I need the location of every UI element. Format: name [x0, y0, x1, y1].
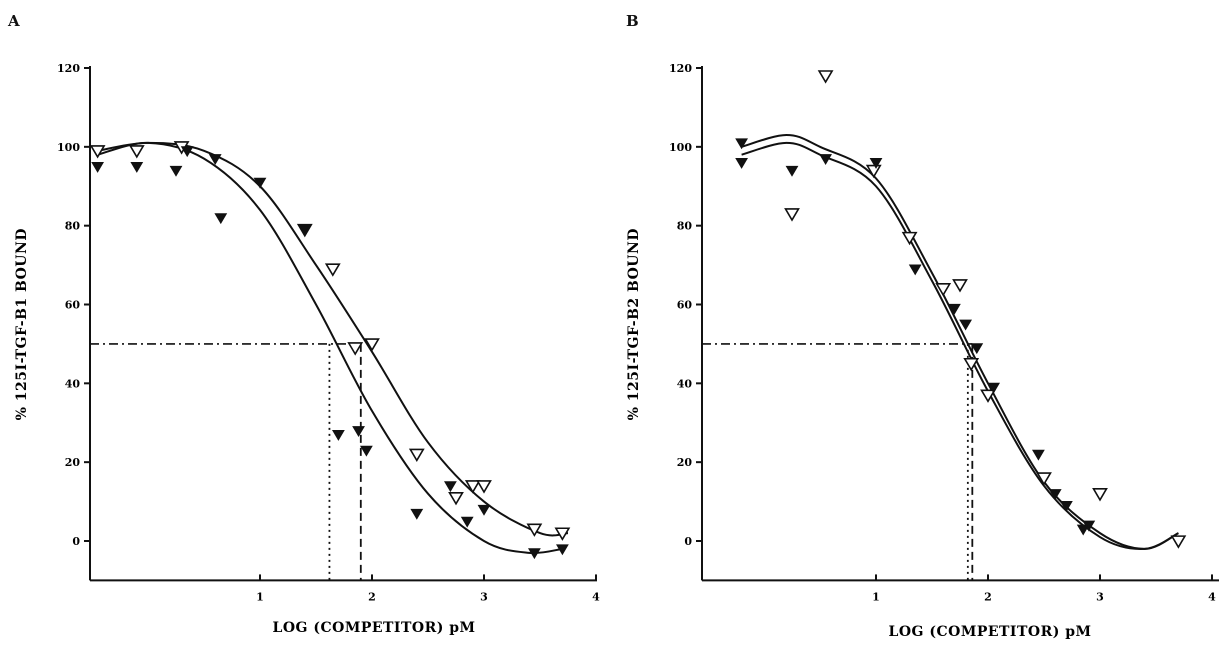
- x-tick-label: 4: [1208, 590, 1216, 603]
- data-point-open-triangle: [784, 208, 800, 222]
- data-point-filled-triangle: [208, 154, 222, 165]
- data-point-filled-triangle: [959, 319, 972, 331]
- fit-curve-filled-series: [97, 141, 563, 555]
- data-point-filled-triangle: [477, 504, 491, 516]
- panel-b-letter: B: [626, 12, 639, 30]
- data-point-filled-triangle: [1082, 520, 1096, 532]
- data-point-filled-triangle: [1060, 500, 1073, 512]
- panel-a-letter: A: [8, 12, 20, 30]
- data-point-filled-triangle: [1076, 524, 1090, 536]
- data-point-filled-triangle: [1032, 449, 1045, 461]
- data-point-filled-triangle: [735, 138, 748, 150]
- x-tick-label: 3: [480, 590, 488, 603]
- data-point-open-triangle: [980, 389, 996, 403]
- y-tick-label: 20: [677, 456, 693, 469]
- data-point-filled-triangle: [948, 303, 961, 315]
- y-tick-label: 20: [65, 456, 81, 469]
- x-tick-label: 1: [872, 590, 880, 603]
- y-tick-label: 0: [72, 535, 80, 548]
- data-point-open-triangle: [963, 357, 980, 372]
- data-point-open-triangle: [347, 342, 364, 356]
- y-tick-label: 40: [65, 377, 81, 390]
- x-tick-label: 2: [368, 590, 376, 603]
- data-point-filled-triangle: [352, 426, 365, 437]
- data-point-open-triangle: [865, 164, 882, 179]
- fit-curve-open-series: [741, 134, 1179, 550]
- x-tick-label: 2: [984, 590, 992, 603]
- data-point-filled-triangle: [556, 544, 569, 556]
- y-tick-label: 80: [65, 220, 81, 233]
- data-point-filled-triangle: [332, 430, 345, 441]
- y-axis-label: % 125I-TGF-B1 BOUND: [14, 228, 30, 420]
- x-tick-label: 3: [1096, 590, 1104, 603]
- fit-curve-filled-series: [741, 141, 1179, 550]
- chart-panel-a: 0 20 40 60 80 100 120 1 2 3 4 LOG (COMPETITOR) pM % …: [14, 62, 600, 636]
- y-axis-label: % 125I-TGF-B2 BOUND: [626, 228, 642, 420]
- data-point-filled-triangle: [970, 343, 984, 355]
- x-tick-label: 1: [256, 590, 264, 603]
- data-point-open-triangle: [1036, 472, 1052, 486]
- y-tick-label: 100: [669, 141, 692, 154]
- data-point-open-triangle: [1170, 535, 1187, 549]
- y-tick-label: 0: [684, 535, 692, 548]
- y-tick-label: 80: [677, 220, 693, 233]
- data-point-open-triangle: [554, 527, 571, 541]
- data-point-open-triangle: [935, 283, 952, 297]
- data-point-filled-triangle: [360, 445, 373, 457]
- y-tick-label: 60: [65, 299, 81, 312]
- chart-panel-b: 0 20 40 60 80 100 120 1 2 3 4 LOG (COMPETITOR) pM % …: [626, 62, 1219, 640]
- data-point-filled-triangle: [180, 146, 194, 158]
- data-point-open-triangle: [364, 338, 380, 352]
- y-tick-label: 120: [57, 62, 80, 75]
- data-point-filled-triangle: [130, 161, 144, 173]
- data-point-open-triangle: [817, 70, 834, 84]
- data-point-filled-triangle: [460, 516, 474, 528]
- data-point-filled-triangle: [91, 161, 104, 173]
- data-point-open-triangle: [89, 145, 106, 159]
- data-point-filled-triangle: [785, 165, 799, 177]
- data-point-open-triangle: [952, 279, 968, 293]
- y-tick-label: 40: [677, 377, 693, 390]
- data-point-open-triangle: [408, 448, 425, 463]
- data-point-filled-triangle: [214, 213, 228, 225]
- data-point-open-triangle: [476, 480, 492, 494]
- data-point-filled-triangle: [869, 158, 883, 169]
- data-point-filled-triangle: [987, 382, 1000, 394]
- data-point-filled-triangle: [444, 481, 457, 493]
- data-point-filled-triangle: [819, 154, 832, 165]
- data-point-filled-triangle: [528, 548, 541, 560]
- data-point-filled-triangle: [169, 165, 183, 177]
- data-point-open-triangle: [448, 491, 464, 506]
- data-point-open-triangle: [526, 523, 543, 537]
- fit-curve-open-series: [97, 141, 569, 537]
- data-point-open-triangle: [464, 480, 481, 494]
- data-point-filled-triangle: [735, 158, 748, 169]
- data-point-filled-triangle: [253, 177, 267, 189]
- data-point-open-triangle: [324, 263, 341, 277]
- x-axis-label: LOG (COMPETITOR) pM: [888, 624, 1091, 640]
- x-axis-label: LOG (COMPETITOR) pM: [272, 620, 475, 636]
- y-tick-label: 120: [669, 62, 692, 75]
- y-tick-label: 60: [677, 299, 693, 312]
- x-tick-label: 4: [592, 590, 600, 603]
- data-point-open-triangle: [1092, 488, 1108, 502]
- data-point-open-triangle: [128, 145, 145, 159]
- data-point-filled-triangle: [410, 508, 424, 520]
- data-point-filled-triangle: [1048, 489, 1062, 501]
- data-point-filled-triangle: [908, 264, 922, 276]
- data-point-open-triangle: [901, 231, 918, 246]
- y-tick-label: 100: [57, 141, 80, 154]
- data-point-filled-triangle: [298, 225, 312, 236]
